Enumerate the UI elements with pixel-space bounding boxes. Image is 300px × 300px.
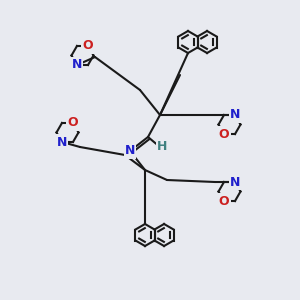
Text: O: O xyxy=(83,39,93,52)
Text: N: N xyxy=(125,145,135,158)
Text: N: N xyxy=(72,58,82,71)
Text: N: N xyxy=(230,109,240,122)
Text: H: H xyxy=(157,140,167,154)
Text: N: N xyxy=(230,176,240,188)
Text: O: O xyxy=(219,195,229,208)
Text: O: O xyxy=(68,116,78,129)
Text: O: O xyxy=(219,128,229,141)
Text: N: N xyxy=(57,136,67,148)
